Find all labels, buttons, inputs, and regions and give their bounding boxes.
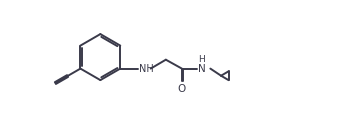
Text: N: N xyxy=(198,64,205,74)
Text: NH: NH xyxy=(139,64,153,74)
Text: O: O xyxy=(178,84,186,95)
Text: H: H xyxy=(198,55,204,64)
